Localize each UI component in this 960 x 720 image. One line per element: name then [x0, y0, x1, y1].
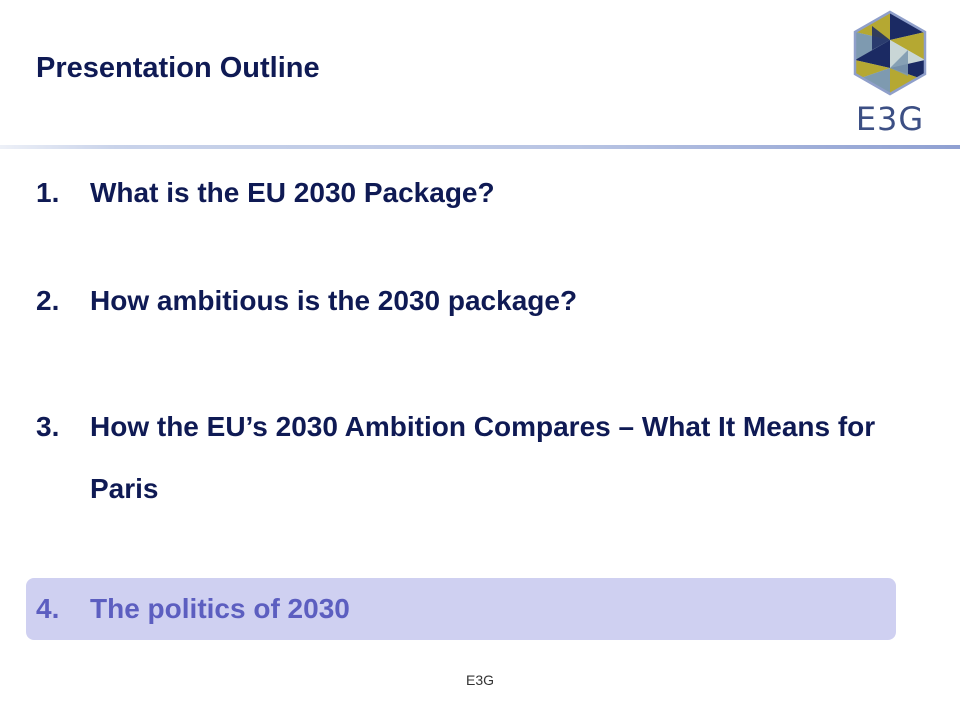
outline-item-text: The politics of 2030 — [90, 593, 350, 624]
outline-item-number: 4. — [36, 593, 60, 624]
e3g-hexagon-icon — [853, 10, 927, 96]
logo-text: E3G — [855, 100, 925, 138]
outline-item-number: 1. — [36, 177, 60, 208]
outline-item-2: 2. How ambitious is the 2030 package? — [36, 270, 906, 332]
outline-item-text: What is the EU 2030 Package? — [90, 177, 495, 208]
header-divider — [0, 145, 960, 149]
outline-item-number: 2. — [36, 285, 60, 316]
footer-text: E3G — [465, 672, 494, 688]
outline-item-4: 4. The politics of 2030 — [36, 578, 906, 640]
highlight-box — [26, 578, 896, 640]
outline-item-number: 3. — [36, 411, 60, 442]
outline-item-text: How ambitious is the 2030 package? — [90, 285, 578, 316]
e3g-logo: E3G — [852, 10, 928, 138]
outline-item-text: How the EU’s 2030 Ambition Compares – Wh… — [90, 411, 876, 504]
outline-item-3: 3. How the EU’s 2030 Ambition Compares –… — [36, 396, 906, 520]
outline-item-1: 1. What is the EU 2030 Package? — [36, 162, 906, 224]
slide-title: Presentation Outline — [36, 52, 320, 84]
